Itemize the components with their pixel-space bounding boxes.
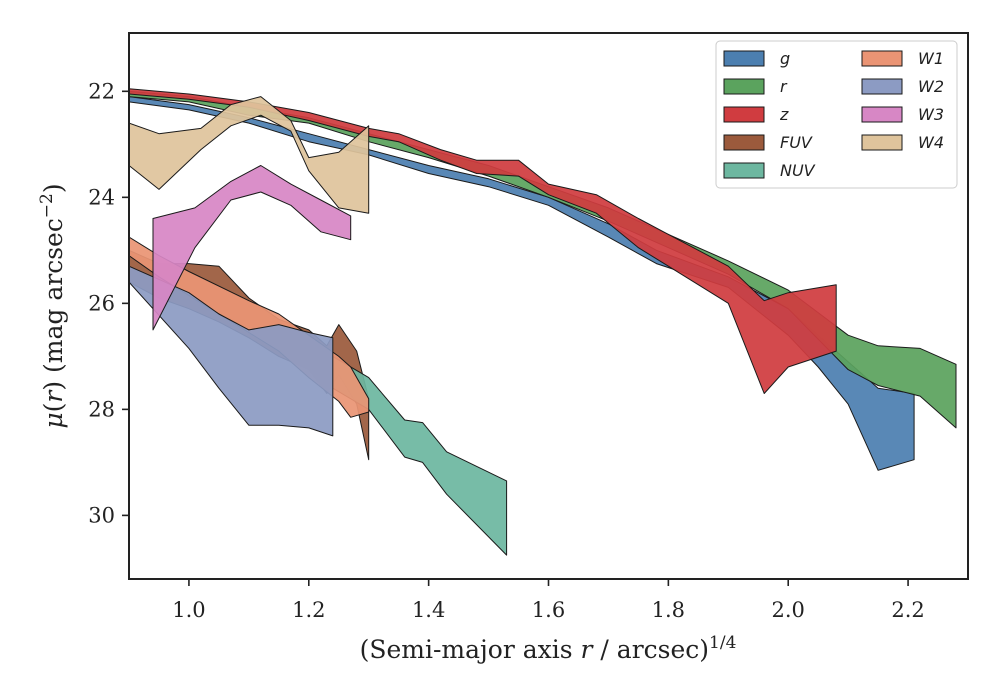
y-tick-label: 24: [88, 185, 115, 209]
x-tick-label: 1.8: [652, 598, 685, 622]
x-axis-title: (Semi-major axis r / arcsec)1/4: [360, 633, 737, 664]
legend-swatch-nuv: [723, 162, 765, 179]
legend-swatch-g: [723, 50, 765, 67]
band-z: [129, 88, 837, 394]
x-tick-label: 1.2: [292, 598, 325, 622]
plot-areas: [129, 88, 957, 556]
x-tick-label: 2.0: [772, 598, 805, 622]
legend-box: [715, 40, 958, 189]
legend-swatch-z: [723, 106, 765, 123]
band-g: [129, 96, 915, 471]
y-tick-label: 30: [88, 503, 115, 527]
y-axis-title: μ(r) (mag arcsec−2): [37, 183, 68, 428]
legend-swatch-w2: [861, 78, 903, 95]
x-tick-label: 1.6: [532, 598, 565, 622]
x-tick-label: 1.4: [412, 598, 445, 622]
legend-swatch-fuv: [723, 134, 765, 151]
band-w4: [129, 96, 370, 214]
legend: grz FUV NUV W1 W2 W3 W4: [715, 40, 958, 189]
y-tick-label: 28: [88, 397, 115, 421]
legend-swatch-w3: [861, 106, 903, 123]
legend-swatch-w1: [861, 50, 903, 67]
legend-label-r: r: [780, 77, 788, 96]
band-w2: [129, 265, 334, 437]
axis-ticks: 1.0 1.2 1.4 1.6 1.8 2.0 2.2 22 24 26 28 30: [88, 79, 925, 622]
y-tick-label: 26: [88, 291, 115, 315]
legend-swatch-w4: [861, 134, 903, 151]
legend-label-w3: W3: [918, 105, 944, 124]
x-tick-label: 2.2: [891, 598, 924, 622]
legend-label-nuv: NUV: [780, 161, 816, 180]
y-tick-label: 22: [88, 79, 115, 103]
legend-label-fuv: FUV: [780, 133, 813, 152]
x-tick-label: 1.0: [172, 598, 205, 622]
legend-swatch-r: [723, 78, 765, 95]
legend-label-w1: W1: [918, 49, 944, 68]
band-w3: [152, 165, 352, 331]
legend-label-w2: W2: [918, 77, 944, 96]
legend-label-g: g: [780, 49, 790, 68]
legend-label-w4: W4: [918, 133, 944, 152]
legend-label-z: z: [779, 105, 789, 124]
